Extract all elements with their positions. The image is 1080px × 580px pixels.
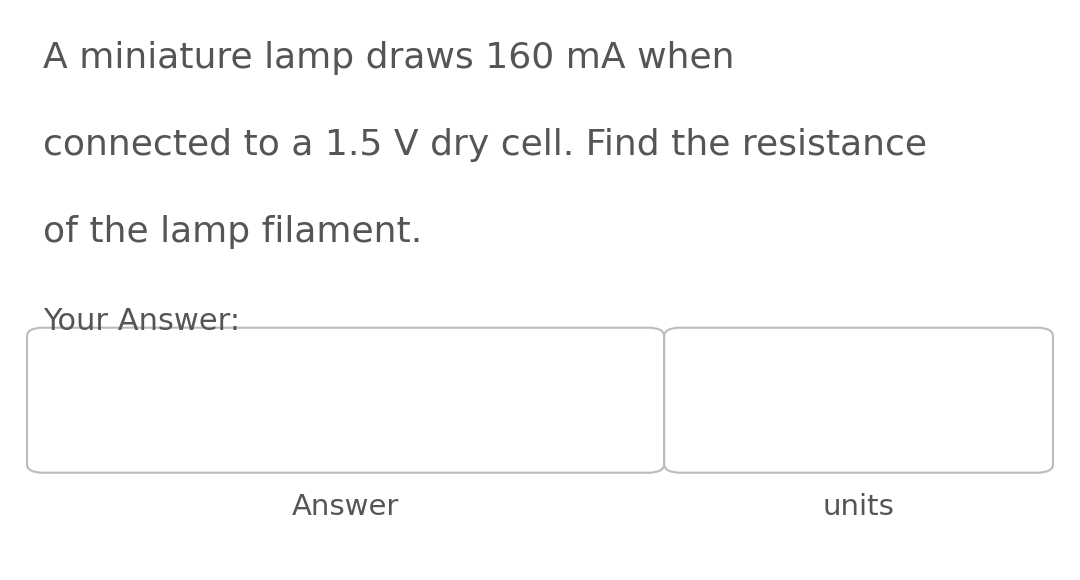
Text: Your Answer:: Your Answer: [43,307,240,336]
Text: A miniature lamp draws 160 mA when: A miniature lamp draws 160 mA when [43,41,734,75]
FancyBboxPatch shape [664,328,1053,473]
FancyBboxPatch shape [27,328,664,473]
Text: of the lamp filament.: of the lamp filament. [43,215,422,249]
Text: connected to a 1.5 V dry cell. Find the resistance: connected to a 1.5 V dry cell. Find the … [43,128,928,162]
Text: Answer: Answer [292,493,400,521]
Text: units: units [823,493,894,521]
